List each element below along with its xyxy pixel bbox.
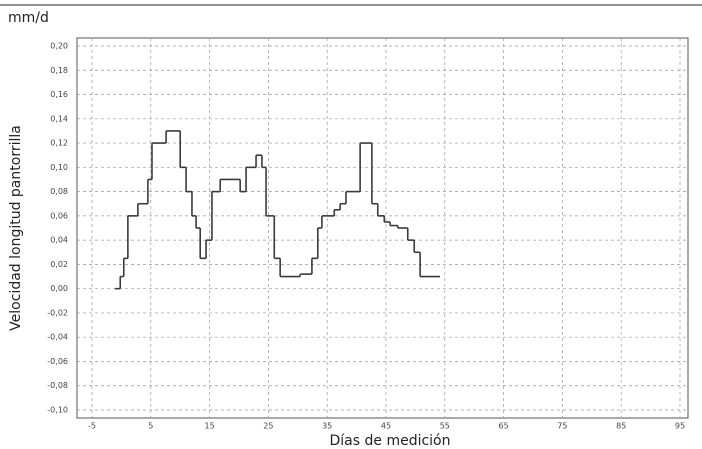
x-tick-label: 5 bbox=[148, 422, 153, 431]
plot-frame bbox=[76, 37, 689, 419]
y-tick-label: 0,18 bbox=[50, 66, 68, 75]
y-tick-label: 0,08 bbox=[50, 187, 68, 196]
x-tick-label: 25 bbox=[263, 422, 273, 431]
y-tick-label: -0,04 bbox=[47, 333, 68, 342]
x-tick-label: -5 bbox=[88, 422, 96, 431]
x-tick-label: 15 bbox=[205, 422, 215, 431]
x-tick-label: 85 bbox=[616, 422, 626, 431]
x-tick-label: 55 bbox=[440, 422, 450, 431]
y-tick-label: -0,08 bbox=[47, 381, 68, 390]
x-tick-label: 75 bbox=[557, 422, 567, 431]
x-tick-label: 45 bbox=[381, 422, 391, 431]
y-tick-label: 0,00 bbox=[50, 284, 68, 293]
y-tick-label: 0,06 bbox=[50, 211, 68, 220]
y-tick-label: 0,20 bbox=[50, 42, 68, 51]
y-tick-label: -0,10 bbox=[47, 406, 68, 415]
y-tick-label: 0,10 bbox=[50, 163, 68, 172]
x-tick-label: 35 bbox=[322, 422, 332, 431]
y-tick-label: 0,16 bbox=[50, 90, 68, 99]
chart-title: mm/d bbox=[8, 10, 49, 26]
y-tick-label: -0,06 bbox=[47, 357, 68, 366]
y-tick-label: 0,14 bbox=[50, 114, 68, 123]
y-tick-label: 0,12 bbox=[50, 139, 68, 148]
y-tick-label: -0,02 bbox=[47, 308, 68, 317]
x-axis-label: Días de medición bbox=[330, 433, 451, 449]
x-tick-label: 95 bbox=[675, 422, 685, 431]
x-tick-label: 65 bbox=[499, 422, 509, 431]
y-tick-label: 0,04 bbox=[50, 236, 68, 245]
y-tick-label: 0,02 bbox=[50, 260, 68, 269]
y-axis-label: Velocidad longitud pantorrilla bbox=[8, 125, 24, 331]
